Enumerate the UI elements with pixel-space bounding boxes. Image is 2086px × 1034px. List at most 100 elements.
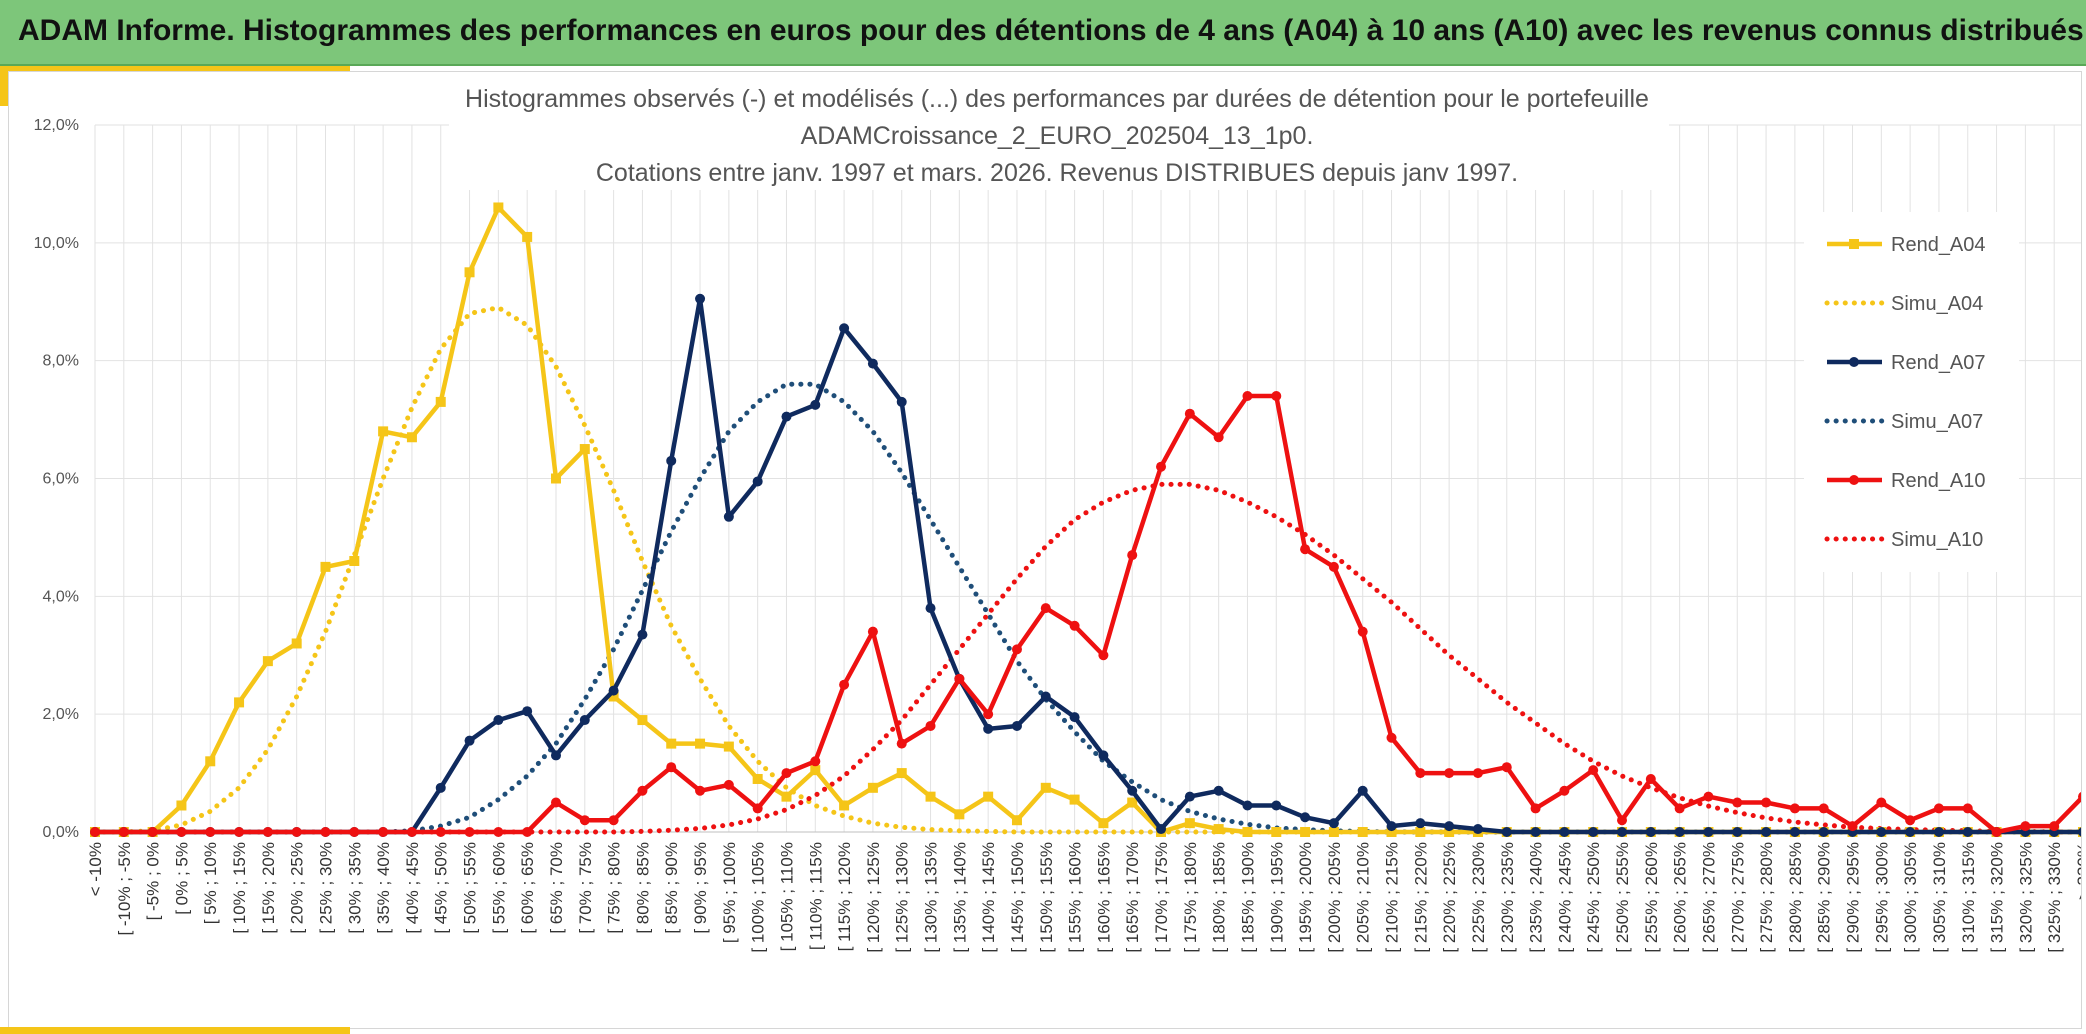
legend-marker: [1849, 357, 1859, 367]
x-tick-label: [ 5% ; 10%: [201, 842, 220, 924]
legend-background: [1804, 212, 2019, 572]
legend-item-Rend_A07: Rend_A07: [1827, 352, 1986, 374]
point-Rend_A07: [464, 735, 475, 746]
point-Rend_A07: [1472, 824, 1483, 835]
x-tick-label: > 330%: [2074, 842, 2081, 900]
point-Rend_A10: [1386, 732, 1397, 743]
point-Rend_A04: [666, 738, 677, 749]
point-Rend_A10: [1242, 391, 1253, 402]
legend-marker: [1849, 239, 1859, 249]
legend-label: Rend_A10: [1891, 470, 1986, 492]
point-Rend_A10: [1617, 815, 1628, 826]
x-tick-label: [ 135% ; 140%: [950, 842, 969, 953]
legend-item-Simu_A07: Simu_A07: [1824, 411, 1983, 433]
point-Rend_A10: [406, 827, 417, 837]
point-Rend_A10: [1876, 797, 1887, 808]
point-Rend_A07: [839, 323, 850, 334]
accent-bar-bottom: [0, 1027, 350, 1034]
series-layer: [90, 202, 2081, 837]
x-tick-label: [ 180% ; 185%: [1210, 842, 1229, 953]
point-Rend_A07: [1645, 827, 1656, 837]
point-Rend_A07: [608, 685, 619, 696]
series-Rend_A07: [90, 293, 2081, 837]
point-Rend_A10: [2020, 821, 2031, 832]
point-Rend_A10: [1991, 827, 2002, 837]
point-Rend_A07: [1098, 750, 1109, 761]
x-tick-label: [ -5% ; 0%: [144, 842, 163, 920]
x-tick-label: [ 165% ; 170%: [1123, 842, 1142, 953]
point-Rend_A10: [608, 815, 619, 826]
y-tick-label: 6,0%: [43, 471, 79, 488]
point-Rend_A10: [234, 827, 245, 837]
x-tick-label: [ 200% ; 205%: [1325, 842, 1344, 953]
chart-title-line-2: ADAMCroissance_2_EURO_202504_13_1p0.: [801, 122, 1314, 150]
point-Rend_A10: [637, 785, 648, 796]
x-tick-label: [ 40% ; 45%: [403, 842, 422, 934]
point-Rend_A04: [752, 773, 763, 784]
point-Rend_A10: [90, 827, 100, 837]
x-tick-label: [ 80% ; 85%: [633, 842, 652, 934]
point-Rend_A10: [983, 709, 994, 720]
point-Rend_A04: [1213, 824, 1224, 835]
point-Rend_A10: [1069, 620, 1080, 631]
y-tick-label: 8,0%: [43, 353, 79, 370]
point-Rend_A04: [435, 396, 446, 407]
point-Rend_A04: [1357, 827, 1368, 837]
point-Rend_A07: [695, 293, 706, 304]
point-Rend_A07: [1069, 712, 1080, 723]
point-Rend_A04: [723, 741, 734, 752]
x-tick-label: [ 255% ; 260%: [1642, 842, 1661, 953]
legend-item-Rend_A10: Rend_A10: [1827, 470, 1986, 492]
point-Rend_A10: [1703, 791, 1714, 802]
point-Rend_A07: [925, 603, 936, 614]
x-tick-label: [ 320% ; 325%: [2016, 842, 2035, 953]
y-axis-ticks: 0,0% 2,0% 4,0% 6,0% 8,0% 10,0% 12,0%: [34, 117, 79, 841]
point-Rend_A04: [1040, 782, 1051, 793]
point-Rend_A10: [1559, 785, 1570, 796]
x-tick-label: [ 125% ; 130%: [893, 842, 912, 953]
point-Rend_A07: [1040, 691, 1051, 702]
point-Rend_A04: [1069, 794, 1080, 805]
point-Rend_A10: [1328, 561, 1339, 572]
point-Rend_A07: [1184, 791, 1195, 802]
legend-label: Simu_A07: [1891, 411, 1983, 433]
point-Rend_A10: [349, 827, 360, 837]
x-tick-label: [ 245% ; 250%: [1584, 842, 1603, 953]
point-Rend_A10: [147, 827, 158, 837]
point-Rend_A07: [1617, 827, 1628, 837]
point-Rend_A10: [1271, 391, 1282, 402]
point-Rend_A07: [666, 455, 677, 466]
point-Rend_A10: [1818, 803, 1829, 814]
point-Rend_A10: [954, 673, 965, 684]
point-Rend_A10: [1040, 603, 1051, 614]
point-Rend_A10: [205, 827, 216, 837]
banner-title: ADAM Informe. Histogrammes des performan…: [18, 14, 2084, 47]
x-tick-label: [ 70% ; 75%: [576, 842, 595, 934]
point-Rend_A04: [1184, 818, 1195, 829]
point-Rend_A10: [2078, 792, 2081, 802]
point-Rend_A07: [1818, 827, 1829, 837]
point-Rend_A04: [839, 800, 850, 811]
point-Rend_A10: [1847, 821, 1858, 832]
point-Rend_A04: [983, 791, 994, 802]
point-Rend_A07: [1300, 812, 1311, 823]
x-tick-label: [ 95% ; 100%: [720, 842, 739, 943]
series-Rend_A04: [90, 202, 2081, 837]
point-Rend_A10: [925, 720, 936, 731]
point-Rend_A07: [1703, 827, 1714, 837]
grid: [94, 124, 2081, 833]
x-tick-label: [ 130% ; 135%: [922, 842, 941, 953]
legend-label: Rend_A04: [1891, 234, 1986, 256]
point-Rend_A10: [1530, 803, 1541, 814]
point-Rend_A04: [320, 561, 331, 572]
x-tick-label: < -10%: [86, 842, 105, 896]
point-Rend_A07: [2078, 827, 2081, 837]
point-Rend_A04: [954, 809, 965, 820]
x-tick-label: [ 55% ; 60%: [489, 842, 508, 934]
point-Rend_A07: [1905, 827, 1916, 837]
point-Rend_A04: [1271, 827, 1282, 837]
point-Rend_A04: [522, 231, 533, 242]
point-Rend_A07: [550, 750, 561, 761]
x-tick-label: [ 30% ; 35%: [345, 842, 364, 934]
point-Rend_A07: [1242, 800, 1253, 811]
